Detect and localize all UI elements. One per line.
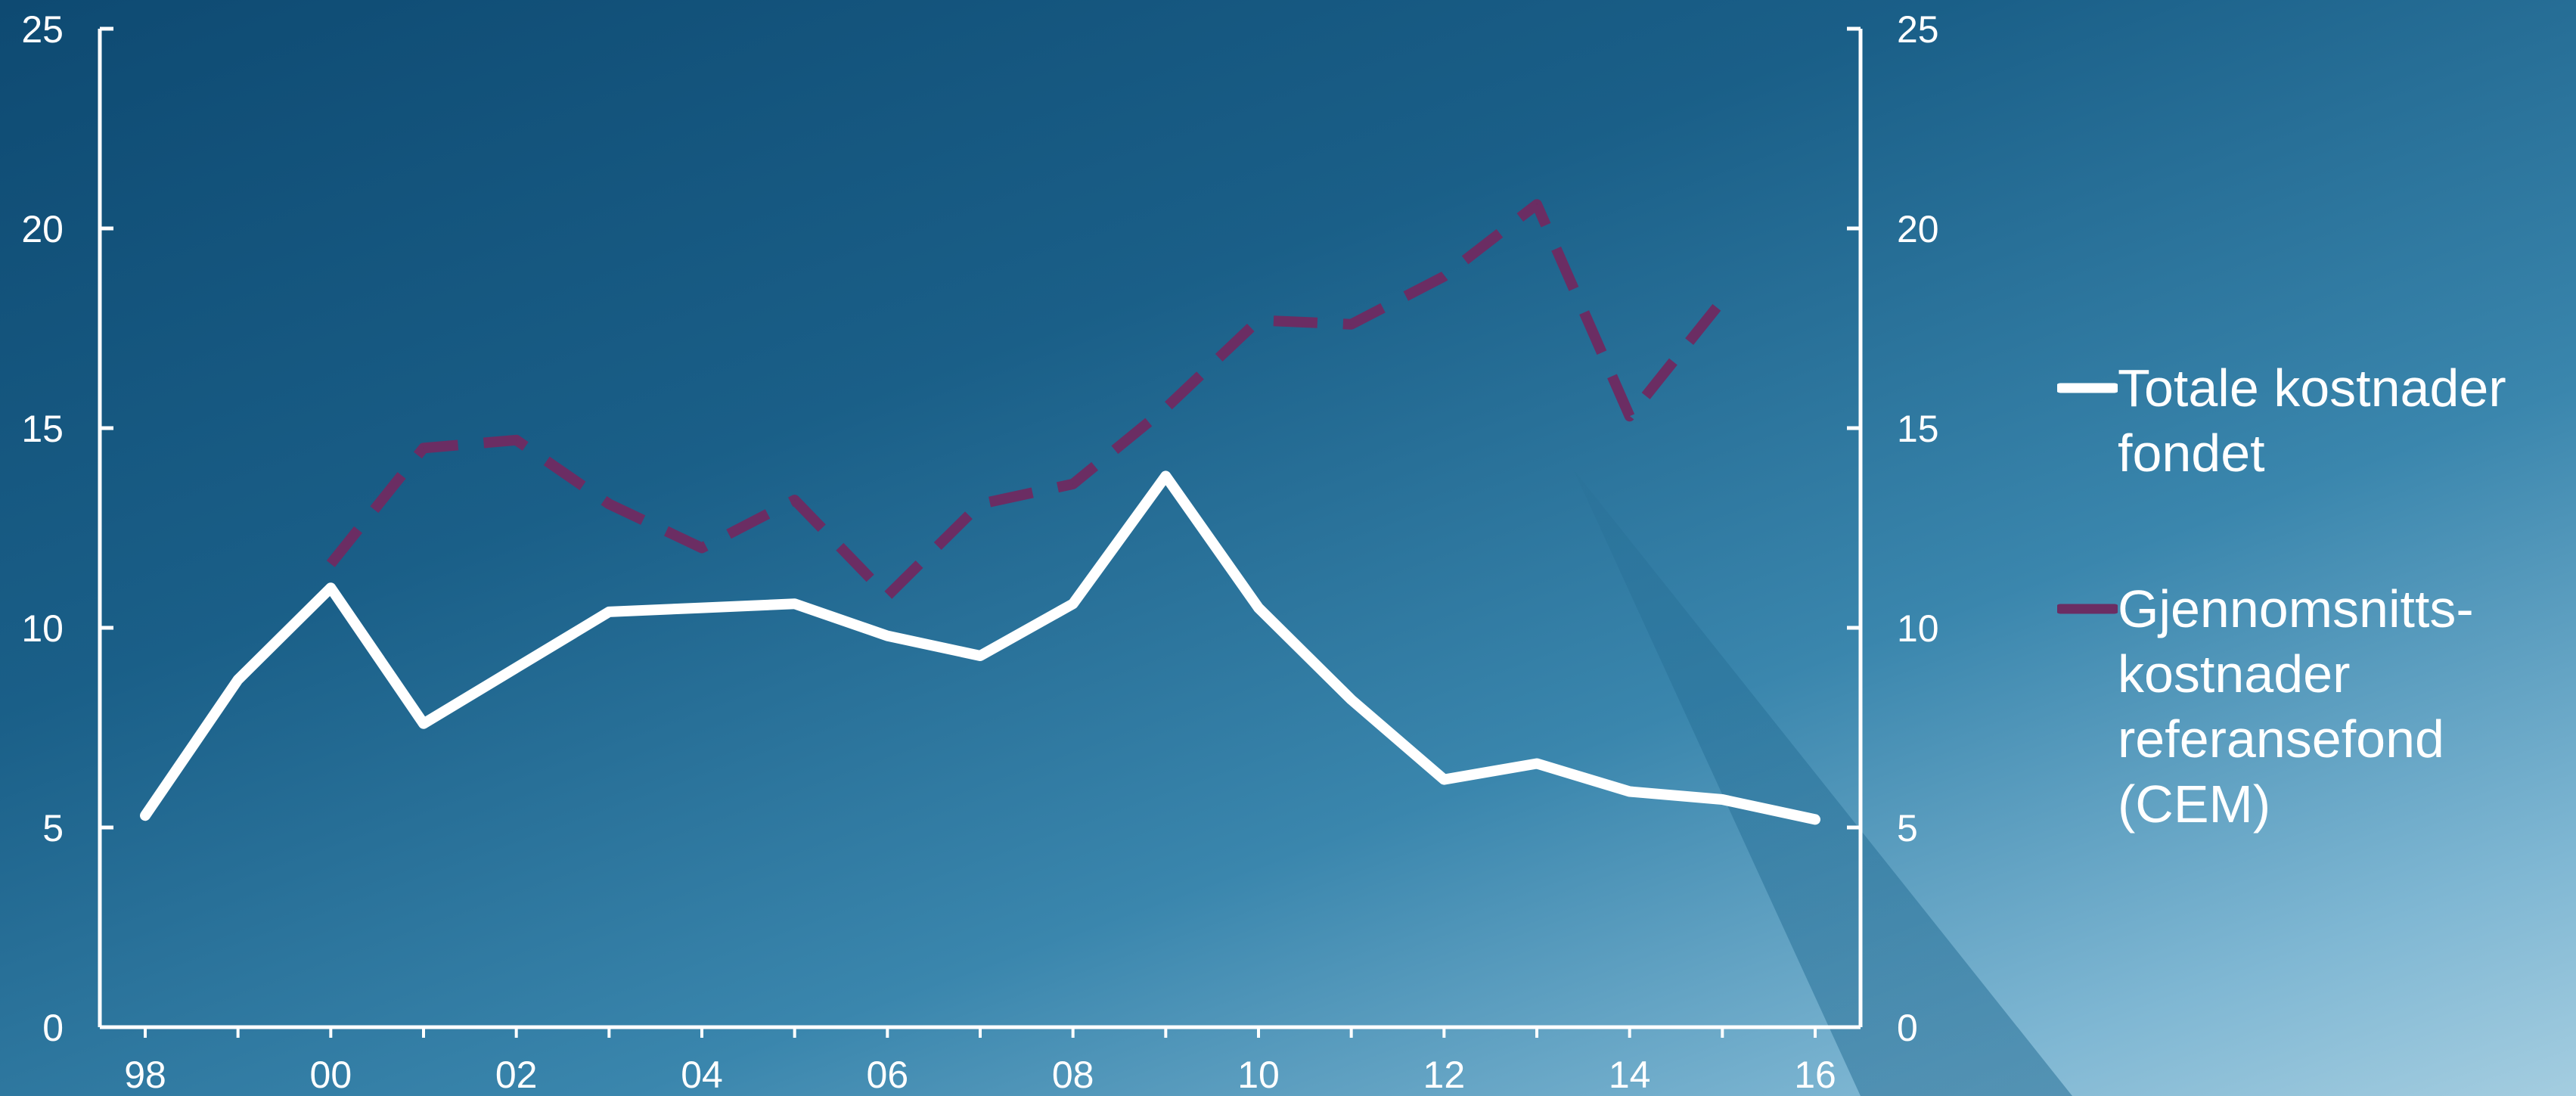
y-tick-label-left: 0 <box>42 1007 64 1049</box>
y-tick-label-left: 15 <box>21 408 64 450</box>
legend-item-total-costs: Totale kostnader fondet <box>2057 356 2571 486</box>
data-point-total-costs <box>423 723 424 725</box>
data-point-reference-costs <box>1072 483 1074 485</box>
x-tick-label: 16 <box>1794 1054 1836 1096</box>
data-point-total-costs <box>144 815 146 816</box>
y-tick-label-left: 5 <box>42 807 64 849</box>
series-line-total-costs <box>140 470 1820 825</box>
x-tick-label: 06 <box>867 1054 909 1096</box>
data-point-reference-costs <box>979 503 981 505</box>
data-point-reference-costs <box>794 499 796 501</box>
y-tick-label-right: 25 <box>1897 8 1939 51</box>
data-point-total-costs <box>794 603 796 604</box>
legend-label-line-4: (CEM) <box>2118 775 2271 834</box>
y-tick-label-left: 20 <box>21 208 64 250</box>
data-point-reference-costs <box>1629 415 1631 417</box>
data-point-total-costs <box>1814 818 1816 820</box>
data-point-reference-costs <box>1258 319 1259 321</box>
data-point-reference-costs <box>1536 203 1538 205</box>
legend-label-line-1: Gjennomsnitts- <box>2118 579 2474 638</box>
legend: Totale kostnader fondet Gjennomsnitts- k… <box>2057 356 2571 837</box>
data-point-total-costs <box>1165 475 1166 477</box>
legend-label-line-2: kostnader <box>2118 644 2351 703</box>
x-tick-label: 10 <box>1237 1054 1280 1096</box>
x-tick-label: 12 <box>1423 1054 1466 1096</box>
data-point-total-costs <box>1536 763 1538 765</box>
data-point-total-costs <box>1721 799 1723 800</box>
data-point-total-costs <box>1258 607 1259 609</box>
data-point-total-costs <box>886 635 888 637</box>
y-tick-label-left: 10 <box>21 607 64 650</box>
data-point-reference-costs <box>1443 275 1445 277</box>
x-tick-label: 02 <box>495 1054 538 1096</box>
data-point-total-costs <box>1351 699 1352 700</box>
x-tick-label: 00 <box>310 1054 352 1096</box>
data-point-total-costs <box>516 667 517 669</box>
data-point-reference-costs <box>330 564 331 565</box>
y-tick-label-right: 0 <box>1897 1007 1918 1049</box>
data-point-total-costs <box>979 655 981 657</box>
legend-swatch-dashed <box>2057 604 2118 614</box>
y-tick-label-right: 10 <box>1897 607 1939 650</box>
x-tick-label: 14 <box>1609 1054 1651 1096</box>
legend-item-reference-costs: Gjennomsnitts- kostnader referansefond (… <box>2057 576 2571 837</box>
data-point-reference-costs <box>1351 324 1352 325</box>
x-tick-label: 08 <box>1052 1054 1094 1096</box>
y-tick-label-right: 5 <box>1897 807 1918 849</box>
data-point-total-costs <box>1072 603 1074 604</box>
data-point-total-costs <box>608 611 610 613</box>
data-point-reference-costs <box>886 595 888 597</box>
series-line-reference-costs <box>326 199 1727 601</box>
data-point-reference-costs <box>608 503 610 505</box>
legend-swatch-solid <box>2057 383 2118 393</box>
y-tick-label-right: 20 <box>1897 208 1939 250</box>
data-point-total-costs <box>330 587 331 588</box>
legend-label-line-2: fondet <box>2118 424 2265 483</box>
y-tick-label-left: 25 <box>21 8 64 51</box>
x-tick-label: 04 <box>681 1054 723 1096</box>
background-shade <box>1573 469 2072 1096</box>
data-point-reference-costs <box>516 439 517 441</box>
legend-label-line-3: referansefond <box>2118 709 2444 768</box>
data-point-total-costs <box>237 679 239 681</box>
data-point-reference-costs <box>1165 408 1166 409</box>
data-point-total-costs <box>1443 779 1445 781</box>
data-point-reference-costs <box>1721 300 1723 301</box>
legend-label-line-1: Totale kostnader <box>2118 359 2506 418</box>
data-point-total-costs <box>701 607 703 609</box>
data-point-reference-costs <box>701 547 703 548</box>
y-tick-label-right: 15 <box>1897 408 1939 450</box>
x-tick-label: 98 <box>124 1054 166 1096</box>
data-point-total-costs <box>1629 790 1631 792</box>
data-point-reference-costs <box>423 447 424 449</box>
